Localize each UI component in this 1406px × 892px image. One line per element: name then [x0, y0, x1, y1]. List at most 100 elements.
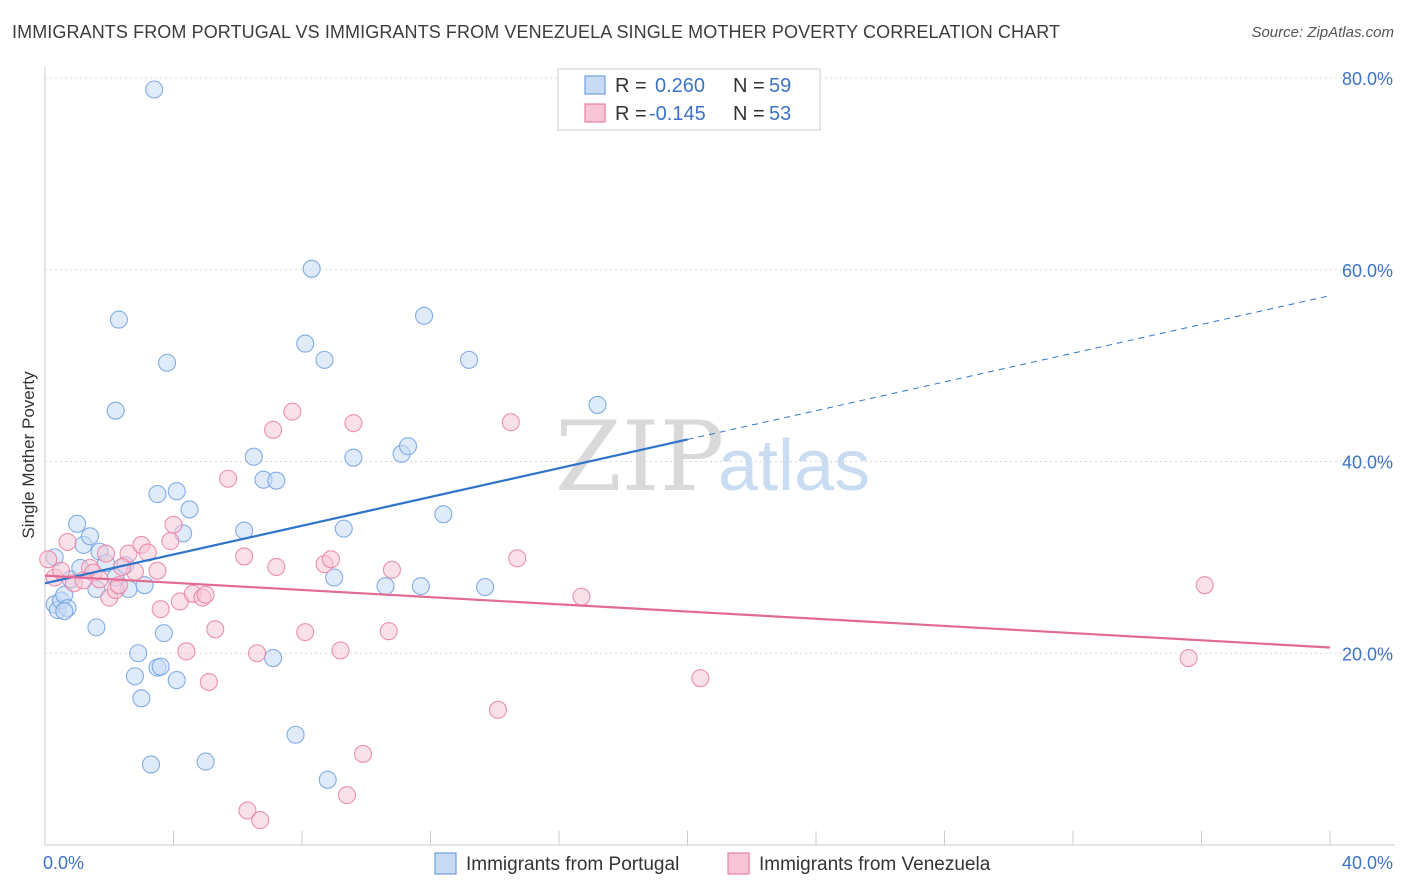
y-axis-label: Single Mother Poverty — [19, 371, 38, 539]
point-venezuela — [267, 557, 286, 577]
chart-title: IMMIGRANTS FROM PORTUGAL VS IMMIGRANTS F… — [12, 22, 1061, 42]
point-portugal — [180, 500, 199, 519]
point-venezuela — [235, 547, 254, 566]
point-venezuela — [353, 744, 373, 763]
point-venezuela — [488, 700, 508, 719]
point-portugal — [80, 527, 100, 546]
point-portugal — [296, 334, 315, 353]
point-portugal — [109, 310, 128, 329]
point-portugal — [476, 578, 495, 597]
watermark-zip: ZIP — [555, 401, 724, 513]
trend-lines — [44, 295, 1331, 649]
point-venezuela — [238, 801, 257, 820]
bottom-legend-swatch-venezuela — [727, 852, 750, 875]
point-portugal — [325, 568, 344, 587]
point-venezuela — [247, 644, 267, 663]
point-venezuela — [251, 811, 270, 830]
point-venezuela — [264, 420, 283, 439]
point-venezuela — [572, 587, 591, 606]
point-portugal — [145, 80, 164, 99]
legend-venezuela-r-label: R = — [615, 103, 647, 125]
point-venezuela — [219, 469, 238, 488]
x-tick-label: 40.0% — [1342, 853, 1393, 873]
legend-swatch-portugal — [584, 75, 606, 95]
point-portugal — [415, 306, 434, 325]
point-portugal — [459, 350, 479, 369]
point-venezuela — [164, 515, 183, 534]
legend-venezuela-r-value: -0.145 — [649, 103, 706, 125]
bottom-legend-swatch-portugal — [434, 852, 457, 875]
point-portugal — [68, 514, 87, 533]
watermark-atlas: atlas — [718, 426, 870, 506]
point-portugal — [125, 667, 144, 686]
point-portugal — [167, 671, 186, 690]
point-portugal — [315, 350, 334, 369]
point-venezuela — [296, 623, 315, 642]
point-portugal — [87, 618, 106, 637]
legend-portugal-n-value: 59 — [769, 75, 791, 97]
chart-source: Source: ZipAtlas.com — [1251, 24, 1394, 41]
point-portugal — [588, 395, 607, 414]
trendline-portugal — [44, 438, 688, 585]
point-venezuela — [337, 786, 357, 805]
bottom-legend-portugal: Immigrants from Portugal — [466, 854, 679, 875]
point-portugal — [267, 471, 286, 490]
point-venezuela — [151, 600, 170, 619]
legend-portugal-r-label: R = — [615, 75, 647, 97]
x-tick-label: 0.0% — [43, 853, 84, 873]
y-tick-label: 60.0% — [1342, 261, 1393, 281]
point-portugal — [154, 624, 173, 643]
point-portugal — [302, 259, 321, 278]
point-portugal — [129, 644, 148, 663]
point-portugal — [344, 448, 363, 467]
point-venezuela — [283, 402, 302, 421]
point-venezuela — [344, 414, 363, 433]
legend-venezuela-n-label: N = — [733, 103, 765, 125]
point-venezuela — [161, 532, 180, 551]
point-portugal — [141, 755, 161, 774]
point-venezuela — [58, 532, 77, 552]
point-portugal — [398, 437, 418, 456]
y-tick-label: 40.0% — [1342, 453, 1393, 473]
point-portugal — [151, 657, 170, 676]
point-portugal — [434, 505, 453, 524]
point-venezuela — [1195, 576, 1214, 595]
point-portugal — [318, 770, 337, 789]
point-portugal — [148, 485, 167, 504]
bottom-legend: Immigrants from Portugal Immigrants from… — [434, 852, 991, 875]
point-portugal — [264, 648, 283, 668]
x-tick-labels: 0.0% 40.0% — [43, 853, 1393, 873]
y-tick-labels: 20.0% 40.0% 60.0% 80.0% — [1342, 69, 1393, 664]
legend-venezuela-n-value: 53 — [769, 103, 791, 125]
point-venezuela — [508, 549, 527, 568]
point-portugal — [55, 602, 74, 621]
point-venezuela — [199, 672, 218, 692]
point-venezuela — [321, 550, 340, 569]
point-portugal — [244, 447, 263, 466]
trendline-portugal-extension — [687, 295, 1331, 440]
legend-swatch-venezuela — [584, 103, 606, 123]
legend-portugal-r-value: 0.260 — [655, 75, 705, 97]
point-venezuela — [206, 620, 225, 639]
point-venezuela — [96, 544, 116, 563]
point-venezuela — [148, 561, 167, 580]
point-venezuela — [177, 642, 196, 661]
point-portugal — [106, 401, 125, 420]
point-portugal — [411, 577, 430, 596]
y-tick-label: 80.0% — [1342, 69, 1393, 89]
point-portugal — [167, 482, 186, 501]
legend-portugal-n-label: N = — [733, 75, 765, 97]
point-portugal — [334, 519, 353, 538]
point-portugal — [196, 752, 215, 771]
point-venezuela — [382, 560, 402, 579]
point-portugal — [158, 353, 177, 372]
point-portugal — [132, 689, 151, 708]
point-venezuela — [1179, 648, 1198, 668]
bottom-legend-venezuela: Immigrants from Venezuela — [759, 854, 991, 875]
point-venezuela — [196, 585, 215, 604]
point-portugal — [376, 577, 395, 596]
point-venezuela — [379, 622, 398, 641]
gridlines — [45, 77, 1395, 654]
axes — [44, 67, 1395, 846]
